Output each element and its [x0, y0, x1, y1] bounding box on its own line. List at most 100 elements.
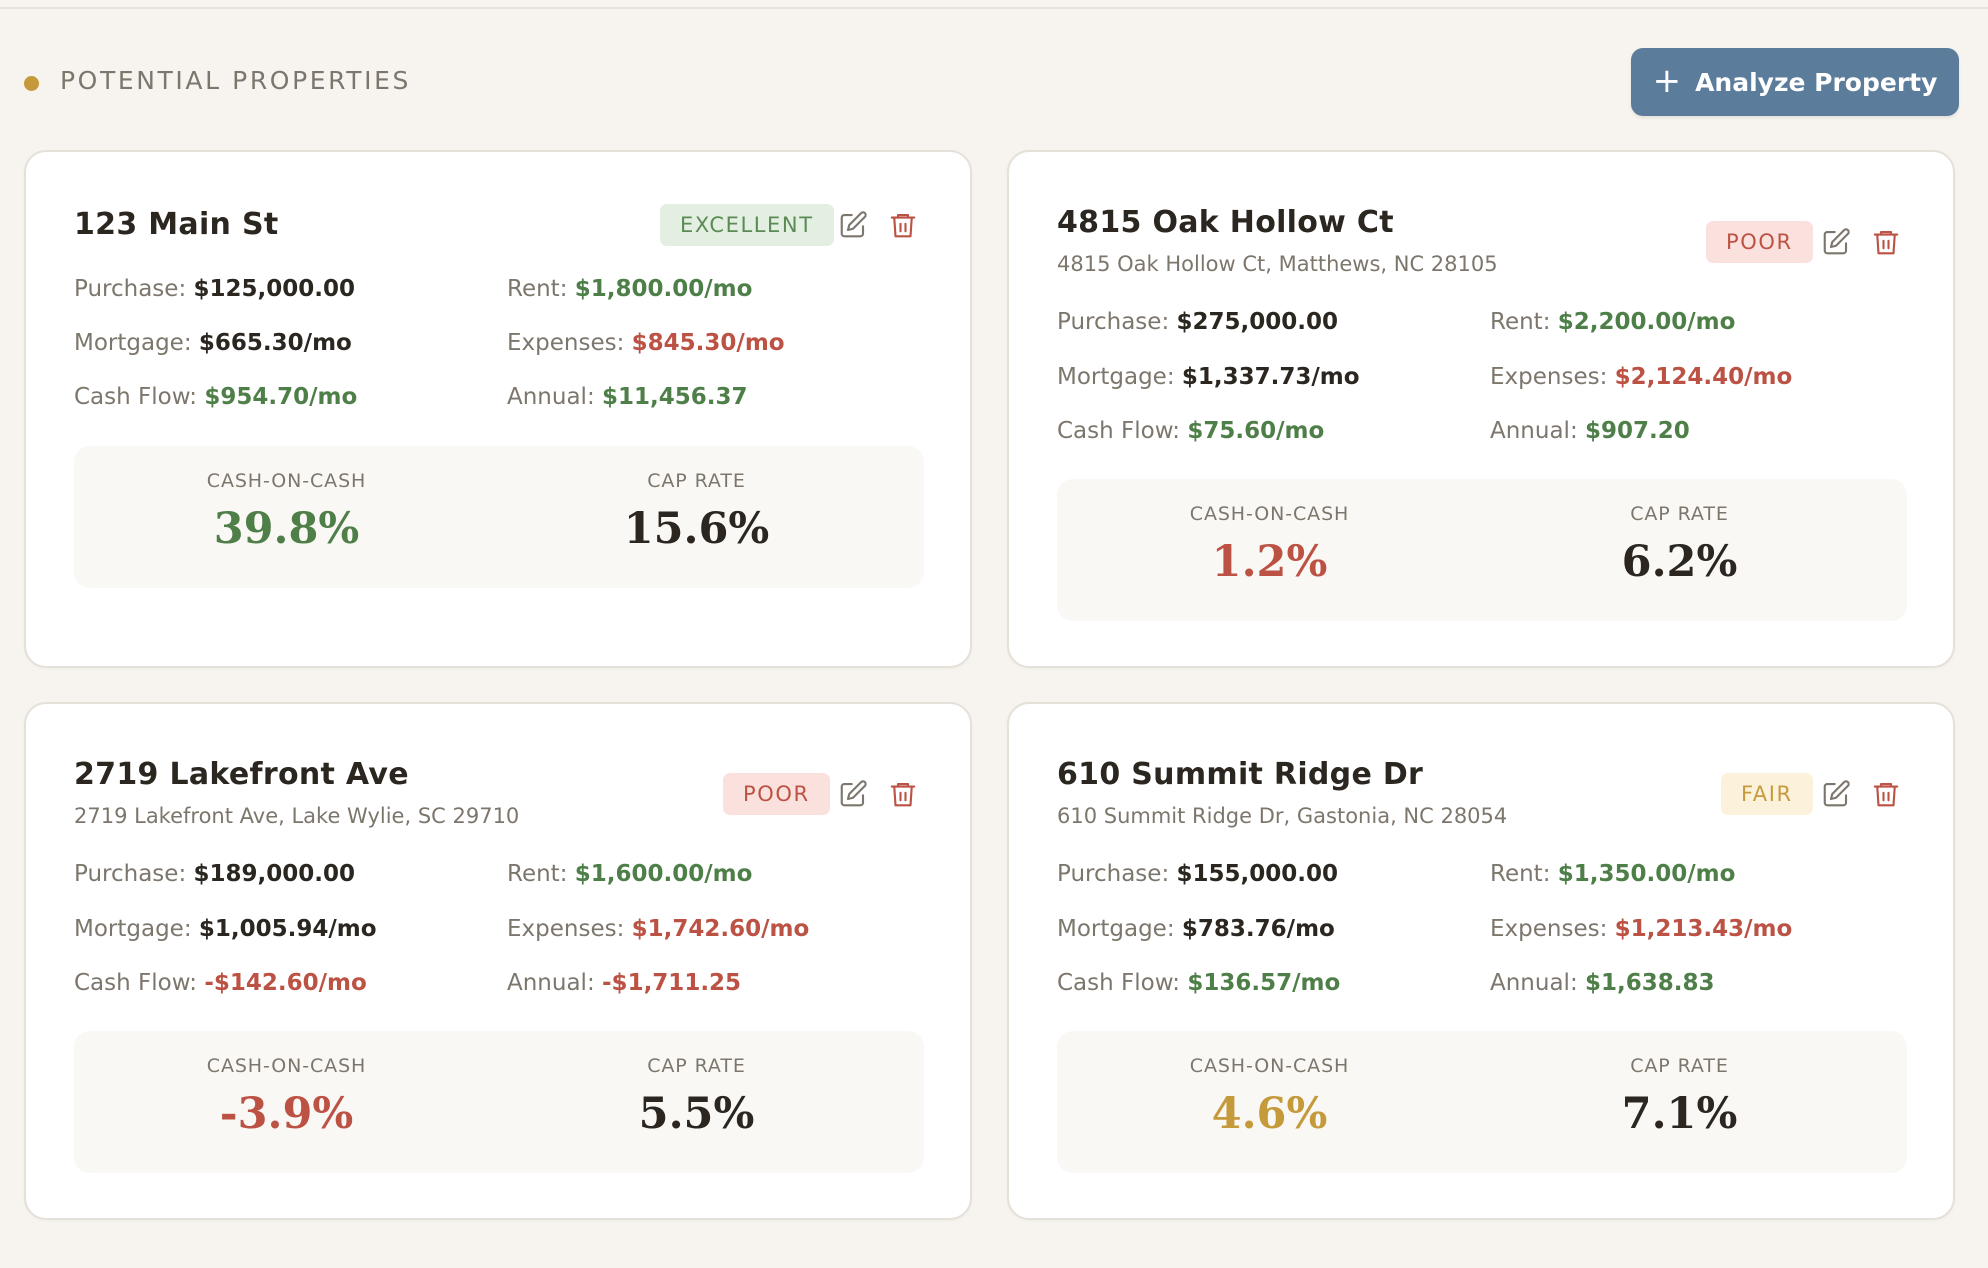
cash-on-cash-label: CASH-ON-CASH	[206, 1055, 367, 1077]
rent-row: Rent: $1,350.00/mo	[1490, 861, 1735, 887]
rent-value: $1,800.00/mo	[574, 276, 753, 302]
purchase-label: Purchase:	[1057, 861, 1170, 887]
expenses-value: $2,124.40/mo	[1614, 364, 1793, 390]
rent-label: Rent:	[1490, 309, 1551, 335]
cash-on-cash-metric: CASH-ON-CASH -3.9%	[74, 1031, 499, 1173]
cash-on-cash-value: 39.8%	[213, 504, 360, 554]
cap-rate-label: CAP RATE	[1630, 503, 1729, 525]
mortgage-label: Mortgage:	[74, 330, 192, 356]
expenses-row: Expenses: $1,213.43/mo	[1490, 916, 1792, 942]
rent-row: Rent: $1,600.00/mo	[507, 861, 752, 887]
top-border	[0, 0, 1988, 9]
annual-row: Annual: $11,456.37	[507, 384, 748, 410]
edit-icon[interactable]	[1821, 779, 1851, 809]
mortgage-label: Mortgage:	[1057, 916, 1175, 942]
mortgage-value: $783.76/mo	[1181, 916, 1335, 942]
purchase-label: Purchase:	[74, 276, 187, 302]
property-title: 4815 Oak Hollow Ct	[1057, 205, 1394, 240]
edit-icon[interactable]	[838, 779, 868, 809]
cash-on-cash-label: CASH-ON-CASH	[206, 470, 367, 492]
cash-on-cash-value: 4.6%	[1211, 1089, 1328, 1139]
purchase-row: Purchase: $155,000.00	[1057, 861, 1338, 887]
expenses-row: Expenses: $1,742.60/mo	[507, 916, 809, 942]
analyze-property-label: Analyze Property	[1695, 67, 1938, 97]
purchase-row: Purchase: $275,000.00	[1057, 309, 1338, 335]
cash-flow-value: $136.57/mo	[1187, 970, 1341, 996]
cash-flow-label: Cash Flow:	[74, 384, 198, 410]
expenses-label: Expenses:	[1490, 916, 1608, 942]
annual-label: Annual:	[507, 384, 595, 410]
trash-icon[interactable]	[888, 779, 918, 809]
rent-value: $1,350.00/mo	[1557, 861, 1736, 887]
cash-flow-value: $75.60/mo	[1187, 418, 1325, 444]
expenses-label: Expenses:	[507, 330, 625, 356]
trash-icon[interactable]	[1871, 227, 1901, 257]
purchase-value: $125,000.00	[193, 276, 356, 302]
annual-label: Annual:	[1490, 970, 1578, 996]
cash-flow-row: Cash Flow: $75.60/mo	[1057, 418, 1324, 444]
cash-on-cash-value: 1.2%	[1211, 537, 1328, 587]
section-title: POTENTIAL PROPERTIES	[60, 66, 411, 95]
property-card: 610 Summit Ridge Dr 610 Summit Ridge Dr,…	[1007, 702, 1955, 1220]
annual-row: Annual: -$1,711.25	[507, 970, 741, 996]
edit-icon[interactable]	[838, 210, 868, 240]
section-dot-icon	[24, 76, 39, 91]
cap-rate-metric: CAP RATE 6.2%	[1467, 479, 1892, 621]
property-card: 123 Main St EXCELLENT Purchase: $125,000…	[24, 150, 972, 668]
annual-value: $907.20	[1585, 418, 1690, 444]
property-card: 2719 Lakefront Ave 2719 Lakefront Ave, L…	[24, 702, 972, 1220]
purchase-label: Purchase:	[1057, 309, 1170, 335]
annual-row: Annual: $907.20	[1490, 418, 1690, 444]
cash-on-cash-label: CASH-ON-CASH	[1189, 503, 1350, 525]
property-card: 4815 Oak Hollow Ct 4815 Oak Hollow Ct, M…	[1007, 150, 1955, 668]
cash-flow-value: $954.70/mo	[204, 384, 358, 410]
cap-rate-value: 6.2%	[1621, 537, 1738, 587]
purchase-value: $155,000.00	[1176, 861, 1339, 887]
cash-flow-label: Cash Flow:	[1057, 418, 1181, 444]
cash-flow-row: Cash Flow: $136.57/mo	[1057, 970, 1340, 996]
property-address: 4815 Oak Hollow Ct, Matthews, NC 28105	[1057, 252, 1498, 276]
mortgage-label: Mortgage:	[1057, 364, 1175, 390]
plus-icon: +	[1652, 60, 1682, 101]
rent-label: Rent:	[507, 276, 568, 302]
mortgage-value: $665.30/mo	[198, 330, 352, 356]
rent-label: Rent:	[1490, 861, 1551, 887]
cap-rate-metric: CAP RATE 7.1%	[1467, 1031, 1892, 1173]
purchase-row: Purchase: $189,000.00	[74, 861, 355, 887]
mortgage-row: Mortgage: $1,005.94/mo	[74, 916, 377, 942]
section-header: POTENTIAL PROPERTIES + Analyze Property	[24, 48, 1959, 116]
cash-flow-row: Cash Flow: -$142.60/mo	[74, 970, 367, 996]
annual-value: $11,456.37	[602, 384, 748, 410]
property-address: 610 Summit Ridge Dr, Gastonia, NC 28054	[1057, 804, 1508, 828]
cash-on-cash-label: CASH-ON-CASH	[1189, 1055, 1350, 1077]
cap-rate-metric: CAP RATE 5.5%	[484, 1031, 909, 1173]
property-title: 123 Main St	[74, 207, 279, 242]
mortgage-row: Mortgage: $783.76/mo	[1057, 916, 1335, 942]
rating-badge: POOR	[723, 773, 830, 815]
expenses-label: Expenses:	[507, 916, 625, 942]
cap-rate-value: 15.6%	[623, 504, 770, 554]
edit-icon[interactable]	[1821, 227, 1851, 257]
cap-rate-label: CAP RATE	[647, 1055, 746, 1077]
annual-row: Annual: $1,638.83	[1490, 970, 1715, 996]
cap-rate-metric: CAP RATE 15.6%	[484, 446, 909, 588]
metrics-panel: CASH-ON-CASH 4.6% CAP RATE 7.1%	[1057, 1031, 1907, 1173]
purchase-label: Purchase:	[74, 861, 187, 887]
cash-on-cash-metric: CASH-ON-CASH 1.2%	[1057, 479, 1482, 621]
trash-icon[interactable]	[1871, 779, 1901, 809]
analyze-property-button[interactable]: + Analyze Property	[1631, 48, 1959, 116]
expenses-value: $845.30/mo	[631, 330, 785, 356]
property-title: 610 Summit Ridge Dr	[1057, 757, 1424, 792]
cash-flow-label: Cash Flow:	[74, 970, 198, 996]
annual-label: Annual:	[1490, 418, 1578, 444]
mortgage-value: $1,337.73/mo	[1181, 364, 1360, 390]
cash-flow-label: Cash Flow:	[1057, 970, 1181, 996]
cap-rate-label: CAP RATE	[647, 470, 746, 492]
rating-badge: FAIR	[1721, 773, 1813, 815]
purchase-value: $189,000.00	[193, 861, 356, 887]
rating-badge: EXCELLENT	[660, 204, 834, 246]
rating-badge: POOR	[1706, 221, 1813, 263]
expenses-row: Expenses: $845.30/mo	[507, 330, 785, 356]
trash-icon[interactable]	[888, 210, 918, 240]
expenses-value: $1,213.43/mo	[1614, 916, 1793, 942]
